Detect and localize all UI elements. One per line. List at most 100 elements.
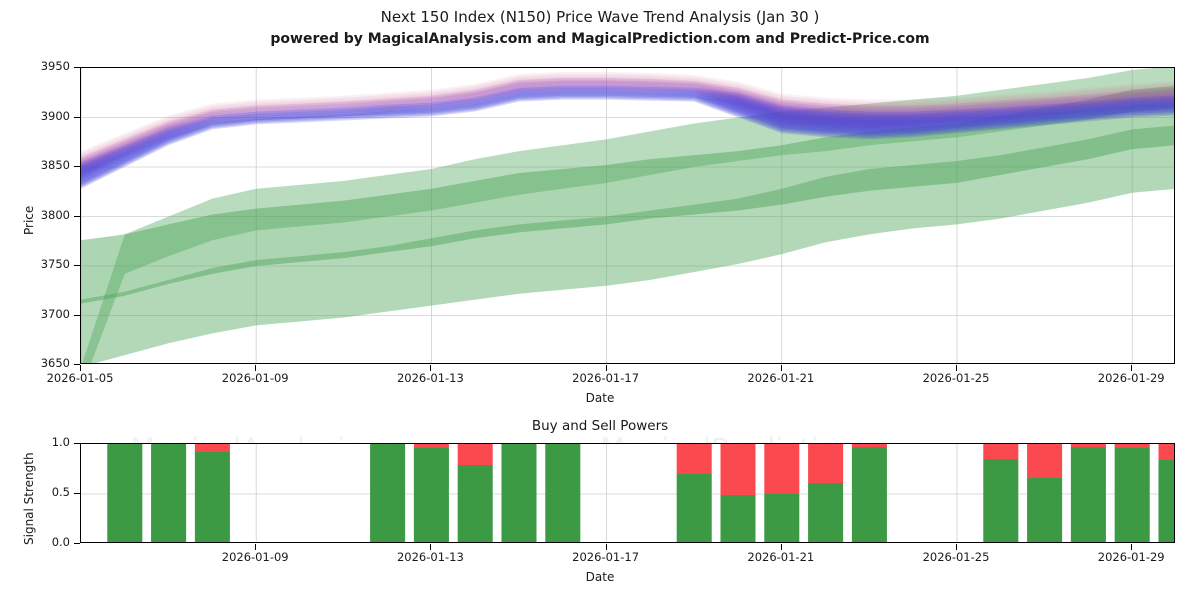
bar-sell-power [1070, 444, 1106, 447]
x-tick-mark [255, 365, 257, 371]
wave-band-blue-wave-upper [81, 87, 1174, 188]
signal-x-axis-label: Date [585, 570, 615, 584]
signal-x-tick-label: 2026-01-13 [396, 550, 464, 564]
signal-x-tick-mark [605, 544, 607, 550]
y-tick-mark [74, 116, 80, 118]
wave-band-purple-wave [81, 77, 1174, 181]
wave-band-blue-wave-upper [81, 92, 1174, 185]
x-tick-label: 2026-01-25 [922, 371, 990, 385]
y-tick-mark [74, 364, 80, 365]
bar-buy-power [851, 447, 887, 542]
x-tick-label: 2026-01-29 [1097, 371, 1165, 385]
signal-x-tick-mark [780, 544, 782, 550]
y-tick-label: 3900 [40, 108, 70, 123]
bar-buy-power [413, 448, 449, 542]
x-tick-label: 2026-01-05 [46, 371, 114, 385]
y-tick-label: 3650 [40, 356, 70, 370]
y-tick-label: 3850 [40, 158, 70, 172]
wave-band-pink-wave [81, 74, 1174, 174]
signal-y-tick-mark [74, 543, 80, 544]
x-tick-mark [1131, 365, 1133, 371]
signal-y-tick-label: 0.5 [51, 485, 70, 499]
wave-band-green-band-lower [81, 125, 1174, 363]
x-tick-mark [80, 365, 81, 371]
bar-sell-power [194, 444, 230, 452]
y-tick-mark [74, 265, 80, 266]
bar-buy-power [1070, 447, 1106, 542]
page-title: Next 150 Index (N150) Price Wave Trend A… [380, 8, 820, 26]
buy-sell-title: Buy and Sell Powers [531, 418, 669, 434]
bar-sell-power [676, 444, 712, 474]
wave-band-green-band-upper [82, 68, 1174, 363]
buy-sell-plot-area [80, 443, 1175, 543]
bar-buy-power [457, 465, 493, 542]
x-tick-mark [780, 365, 782, 371]
bar-buy-power [983, 459, 1019, 542]
x-tick-label: 2026-01-21 [747, 371, 815, 385]
x-tick-mark [956, 365, 957, 371]
bar-sell-power [1027, 444, 1063, 478]
price-wave-plot-area [80, 67, 1175, 364]
price-x-axis-label: Date [585, 391, 615, 405]
y-tick-mark [74, 215, 80, 217]
bar-sell-power [764, 444, 800, 494]
wave-band-blue-wave-upper [81, 90, 1174, 187]
bar-buy-power [1027, 478, 1063, 542]
bar-sell-power [851, 444, 887, 447]
signal-x-tick-label: 2026-01-17 [572, 550, 640, 564]
signal-x-tick-label: 2026-01-21 [747, 550, 815, 564]
x-tick-label: 2026-01-09 [221, 371, 289, 385]
price-wave-svg [81, 68, 1174, 363]
buy-sell-svg [81, 444, 1174, 542]
bar-buy-power [107, 444, 143, 542]
wave-band-purple-wave [81, 80, 1174, 180]
signal-x-tick-mark [1131, 544, 1133, 550]
y-tick-label: 3800 [40, 207, 70, 222]
wave-band-pink-wave [81, 71, 1174, 175]
signal-y-tick-label: 1.0 [51, 435, 70, 449]
y-tick-mark [74, 314, 80, 316]
bar-sell-power [413, 444, 449, 448]
signal-y-tick-label: 0.0 [51, 535, 70, 549]
signal-y-tick-mark [74, 493, 80, 494]
signal-x-tick-label: 2026-01-25 [922, 550, 990, 564]
bar-buy-power [501, 444, 537, 542]
x-tick-label: 2026-01-17 [572, 371, 640, 385]
bar-sell-power [457, 444, 493, 465]
page-subtitle: powered by MagicalAnalysis.com and Magic… [270, 31, 930, 47]
bar-buy-power [676, 474, 712, 542]
bar-sell-power [983, 444, 1019, 459]
wave-band-purple-wave [81, 82, 1174, 179]
bar-sell-power [720, 444, 756, 495]
bar-buy-power [545, 444, 581, 542]
wave-band-green-band-mid [81, 86, 1174, 304]
x-tick-mark [430, 365, 432, 371]
price-y-axis-label: Price [22, 205, 36, 235]
y-tick-label: 3950 [40, 59, 70, 73]
signal-y-axis-label: Signal Strength [22, 452, 36, 545]
y-tick-label: 3750 [40, 257, 70, 271]
signal-x-tick-mark [255, 544, 257, 550]
signal-x-tick-mark [430, 544, 432, 550]
bar-sell-power [1114, 444, 1150, 448]
x-tick-mark [605, 365, 607, 371]
bar-buy-power [808, 483, 844, 542]
signal-x-tick-mark [956, 544, 957, 550]
bar-buy-power [370, 444, 406, 542]
signal-x-tick-label: 2026-01-29 [1097, 550, 1165, 564]
wave-band-pink-wave [81, 76, 1174, 173]
bar-buy-power [194, 452, 230, 542]
y-tick-mark [74, 67, 80, 68]
bar-buy-power [151, 444, 187, 542]
bar-sell-power [808, 444, 844, 483]
x-tick-label: 2026-01-13 [396, 371, 464, 385]
bar-buy-power [1114, 448, 1150, 542]
bar-sell-power [1158, 444, 1174, 460]
bar-buy-power [1158, 460, 1174, 542]
y-tick-mark [74, 166, 80, 167]
signal-x-tick-label: 2026-01-09 [221, 550, 289, 564]
signal-y-tick-mark [74, 443, 80, 444]
bar-buy-power [764, 494, 800, 542]
bar-buy-power [720, 495, 756, 542]
